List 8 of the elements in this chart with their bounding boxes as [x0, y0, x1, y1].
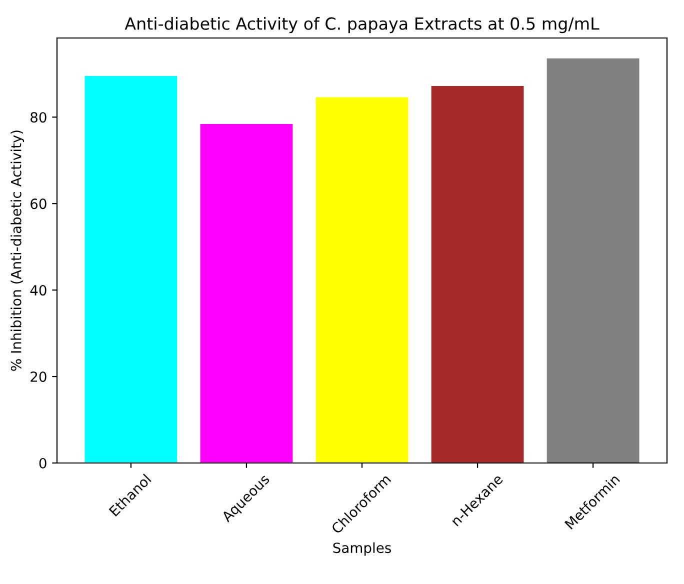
- y-tick-label: 80: [30, 112, 46, 123]
- x-axis-title: Samples: [333, 542, 391, 556]
- y-tick-label: 0: [39, 458, 46, 468]
- chart-title: Anti-diabetic Activity of C. papaya Extracts at 0.5 mg/mL: [124, 17, 600, 34]
- y-tick-label: 60: [30, 198, 46, 210]
- y-tick-label: 40: [30, 285, 46, 296]
- y-tick-label: 20: [30, 372, 46, 382]
- y-axis-title: % Inhibition (Anti-diabetic Activity): [10, 130, 24, 371]
